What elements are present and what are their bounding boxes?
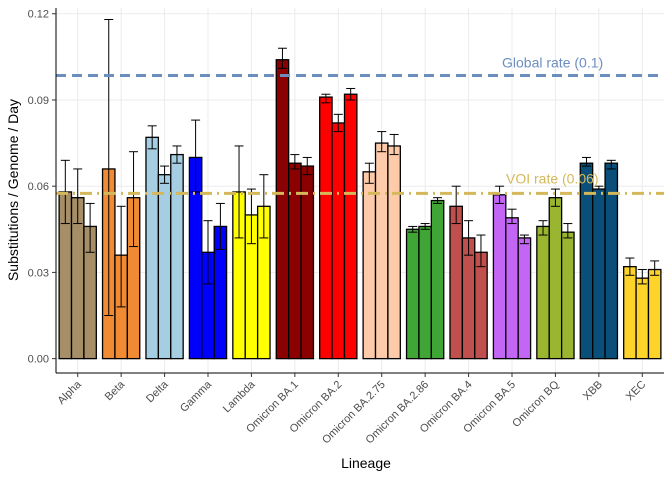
y-axis-ticks: 0.00 0.03 0.06 0.09 0.12 — [28, 9, 56, 366]
bar — [548, 197, 563, 360]
bar — [170, 153, 184, 360]
bar — [505, 217, 519, 360]
bar — [157, 174, 172, 360]
bar — [362, 171, 377, 360]
axes — [55, 8, 664, 374]
bar — [623, 266, 637, 360]
bar — [592, 188, 606, 360]
bar — [449, 205, 464, 360]
y-axis-title: Substitutions / Genome / Day — [5, 99, 21, 281]
bar — [405, 228, 420, 360]
bar — [387, 145, 401, 360]
bar-groups — [58, 59, 662, 360]
y-tick-label: 0.00 — [28, 354, 49, 366]
bar — [145, 136, 160, 360]
bar — [560, 231, 575, 360]
bar — [517, 237, 532, 360]
bar — [492, 194, 507, 360]
bar — [647, 268, 662, 360]
y-tick-label: 0.09 — [28, 95, 49, 107]
reference-line-label: Global rate (0.1) — [502, 55, 603, 71]
bar — [275, 59, 290, 360]
bar — [343, 93, 358, 360]
bar — [300, 165, 315, 360]
bar — [331, 122, 346, 360]
bar — [374, 142, 389, 360]
x-axis-title: Lineage — [341, 455, 391, 471]
bar — [461, 237, 476, 360]
reference-lines: Global rate (0.1) VOI rate (0.06) — [56, 55, 664, 195]
bar — [474, 251, 488, 360]
bar — [536, 225, 550, 360]
y-tick-label: 0.06 — [28, 181, 49, 193]
bar — [319, 96, 333, 360]
y-tick-label: 0.12 — [28, 9, 49, 21]
bar — [418, 225, 432, 360]
y-tick-label: 0.03 — [28, 267, 49, 279]
reference-line-label: VOI rate (0.06) — [506, 170, 599, 186]
bar — [430, 199, 445, 360]
bar — [635, 277, 650, 360]
